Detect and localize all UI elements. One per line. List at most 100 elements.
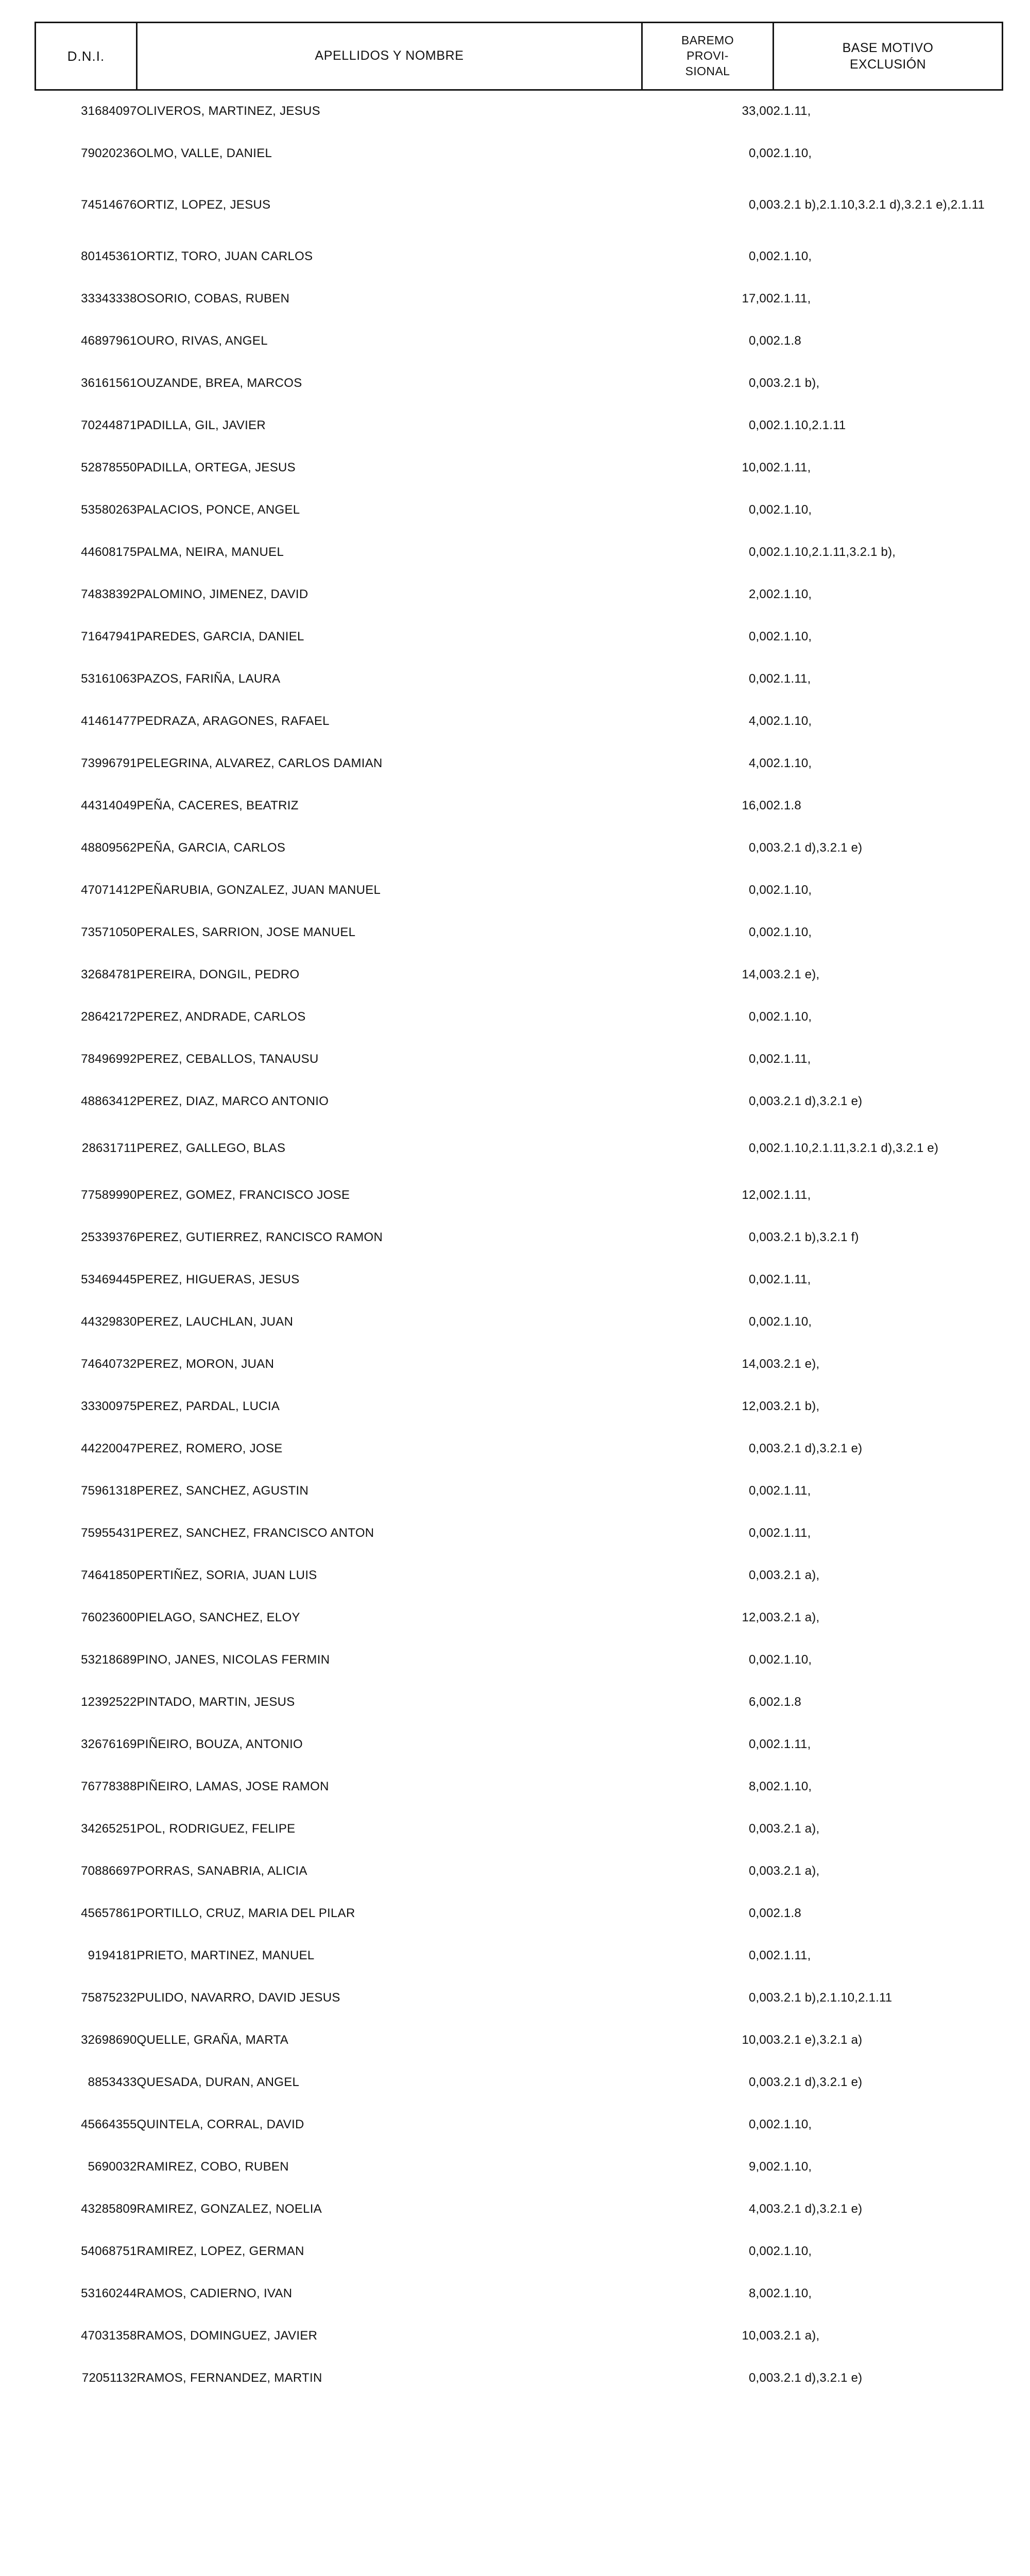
cell-motivo: 2.1.11, — [773, 1188, 811, 1202]
cell-motivo: 2.1.10, — [773, 146, 812, 160]
cell-motivo: 2.1.11, — [773, 104, 811, 118]
cell-motivo: 3.2.1 d),3.2.1 e) — [773, 1441, 863, 1455]
cell-motivo: 2.1.10, — [773, 2244, 812, 2258]
cell-dni: 77589990 — [81, 1188, 137, 1202]
cell-motivo: 3.2.1 b), — [773, 376, 820, 390]
table-row: 36161561 OUZANDE, BREA, MARCOS 0,00 3.2.1 b… — [36, 362, 1003, 404]
cell-name: PINO, JANES, NICOLAS FERMIN — [136, 1652, 330, 1667]
column-header-motivo-line1: BASE MOTIVO — [842, 40, 934, 55]
cell-baremo: 0,00 — [748, 333, 774, 348]
cell-motivo: 2.1.8 — [773, 1694, 801, 1709]
cell-motivo: 3.2.1 e),3.2.1 a) — [773, 2032, 863, 2047]
cell-name: PEREZ, DIAZ, MARCO ANTONIO — [136, 1094, 329, 1108]
cell-dni: 32684781 — [81, 967, 137, 981]
cell-baremo: 0,00 — [748, 1094, 774, 1108]
cell-baremo: 0,00 — [748, 840, 774, 855]
cell-name: OSORIO, COBAS, RUBEN — [136, 291, 290, 306]
column-header-baremo: BAREMO PROVI- SIONAL — [641, 22, 774, 91]
table-row: 43285809 RAMIREZ, GONZALEZ, NOELIA 4,00 3.2… — [36, 2188, 1003, 2230]
cell-baremo: 0,00 — [748, 1821, 774, 1836]
cell-motivo: 3.2.1 e), — [773, 1357, 820, 1371]
cell-name: OUZANDE, BREA, MARCOS — [136, 376, 302, 390]
cell-name: PAREDES, GARCIA, DANIEL — [136, 629, 304, 643]
table-row: 75961318 PEREZ, SANCHEZ, AGUSTIN 0,00 2.1.1… — [36, 1470, 1003, 1512]
table-row: 44314049 PEÑA, CACERES, BEATRIZ 16,00 2.1.8 — [36, 785, 1003, 827]
cell-baremo: 4,00 — [748, 714, 774, 728]
cell-dni: 45664355 — [81, 2117, 137, 2131]
cell-baremo: 12,00 — [742, 1399, 774, 1413]
cell-motivo: 3.2.1 b),2.1.10,3.2.1 d),3.2.1 e),2.1.11 — [773, 197, 985, 212]
cell-motivo: 2.1.11, — [773, 460, 811, 474]
cell-name: PEREZ, SANCHEZ, FRANCISCO ANTON — [136, 1526, 374, 1540]
cell-baremo: 0,00 — [748, 1441, 774, 1455]
column-header-motivo: BASE MOTIVO EXCLUSIÓN — [772, 22, 1003, 91]
cell-baremo: 2,00 — [748, 587, 774, 601]
cell-baremo: 0,00 — [748, 1483, 774, 1498]
cell-baremo: 0,00 — [748, 2370, 774, 2385]
cell-motivo: 2.1.10, — [773, 1779, 812, 1793]
cell-dni: 43285809 — [81, 2201, 137, 2216]
cell-baremo: 12,00 — [742, 1610, 774, 1624]
cell-motivo: 2.1.10, — [773, 502, 812, 517]
cell-name: OLMO, VALLE, DANIEL — [136, 146, 272, 160]
table-row: 48863412 PEREZ, DIAZ, MARCO ANTONIO 0,00 3.… — [36, 1080, 1003, 1123]
table-row: 54068751 RAMIREZ, LOPEZ, GERMAN 0,00 2.1.10… — [36, 2230, 1003, 2273]
cell-motivo: 2.1.11, — [773, 1526, 811, 1540]
cell-dni: 52878550 — [81, 460, 137, 474]
cell-motivo: 2.1.10, — [773, 587, 812, 601]
table-row: 32676169 PIÑEIRO, BOUZA, ANTONIO 0,00 2.1.1… — [36, 1723, 1003, 1766]
table-row: 76778388 PIÑEIRO, LAMAS, JOSE RAMON 8,00 2.… — [36, 1766, 1003, 1808]
cell-baremo: 0,00 — [748, 376, 774, 390]
cell-dni: 70244871 — [81, 418, 137, 432]
table-row: 73571050 PERALES, SARRION, JOSE MANUEL 0,0… — [36, 911, 1003, 954]
cell-dni: 44329830 — [81, 1314, 137, 1329]
cell-name: RAMOS, DOMINGUEZ, JAVIER — [136, 2328, 318, 2343]
cell-dni: 41461477 — [81, 714, 137, 728]
table-row: 72051132 RAMOS, FERNANDEZ, MARTIN 0,00 3.2.… — [36, 2357, 1003, 2399]
table-row: 25339376 PEREZ, GUTIERREZ, RANCISCO RAMON… — [36, 1216, 1003, 1259]
cell-dni: 78496992 — [81, 1052, 137, 1066]
cell-name: PAZOS, FARIÑA, LAURA — [136, 671, 281, 686]
cell-baremo: 0,00 — [748, 545, 774, 559]
cell-name: PRIETO, MARTINEZ, MANUEL — [136, 1948, 315, 1962]
cell-name: PEREZ, MORON, JUAN — [136, 1357, 274, 1371]
cell-dni: 48809562 — [81, 840, 137, 855]
table-row: 71647941 PAREDES, GARCIA, DANIEL 0,00 2.1.1… — [36, 616, 1003, 658]
cell-baremo: 10,00 — [742, 2032, 774, 2047]
cell-motivo: 3.2.1 d),3.2.1 e) — [773, 2370, 863, 2385]
cell-motivo: 2.1.11, — [773, 1052, 811, 1066]
cell-dni: 53580263 — [81, 502, 137, 517]
cell-baremo: 14,00 — [742, 967, 774, 981]
cell-dni: 45657861 — [81, 1906, 137, 1920]
cell-motivo: 3.2.1 d),3.2.1 e) — [773, 840, 863, 855]
cell-motivo: 3.2.1 a), — [773, 2328, 820, 2343]
cell-name: ORTIZ, LOPEZ, JESUS — [136, 197, 271, 212]
cell-motivo: 3.2.1 a), — [773, 1863, 820, 1878]
cell-name: PEÑA, CACERES, BEATRIZ — [136, 798, 299, 812]
cell-dni: 33300975 — [81, 1399, 137, 1413]
cell-baremo: 0,00 — [748, 1009, 774, 1024]
table-row: 28642172 PEREZ, ANDRADE, CARLOS 0,00 2.1.10… — [36, 996, 1003, 1038]
table-row: 53218689 PINO, JANES, NICOLAS FERMIN 0,00 2… — [36, 1639, 1003, 1681]
table-row: 28631711 PEREZ, GALLEGO, BLAS 0,00 2.1.10,2… — [36, 1123, 1003, 1174]
column-header-baremo-line1: BAREMO — [681, 33, 734, 47]
cell-baremo: 0,00 — [748, 629, 774, 643]
column-header-baremo-line3: SIONAL — [685, 64, 730, 78]
cell-name: PEREIRA, DONGIL, PEDRO — [136, 967, 300, 981]
cell-baremo: 0,00 — [748, 1052, 774, 1066]
cell-dni: 53161063 — [81, 671, 137, 686]
cell-dni: 34265251 — [81, 1821, 137, 1836]
cell-motivo: 3.2.1 b),2.1.10,2.1.11 — [773, 1990, 892, 2005]
cell-baremo: 6,00 — [748, 1694, 774, 1709]
column-header-dni: D.N.I. — [35, 22, 138, 91]
cell-dni: 72051132 — [81, 2370, 137, 2385]
cell-motivo: 3.2.1 a), — [773, 1821, 820, 1836]
cell-dni: 76778388 — [81, 1779, 137, 1793]
table-row: 78496992 PEREZ, CEBALLOS, TANAUSU 0,00 2.1.… — [36, 1038, 1003, 1080]
cell-dni: 80145361 — [81, 249, 137, 263]
cell-motivo: 2.1.10, — [773, 883, 812, 897]
cell-name: PORTILLO, CRUZ, MARIA DEL PILAR — [136, 1906, 355, 1920]
table-row: 53161063 PAZOS, FARIÑA, LAURA 0,00 2.1.11, — [36, 658, 1003, 700]
table-row: 70886697 PORRAS, SANABRIA, ALICIA 0,00 3.2.… — [36, 1850, 1003, 1892]
cell-name: PEREZ, GALLEGO, BLAS — [136, 1141, 286, 1155]
